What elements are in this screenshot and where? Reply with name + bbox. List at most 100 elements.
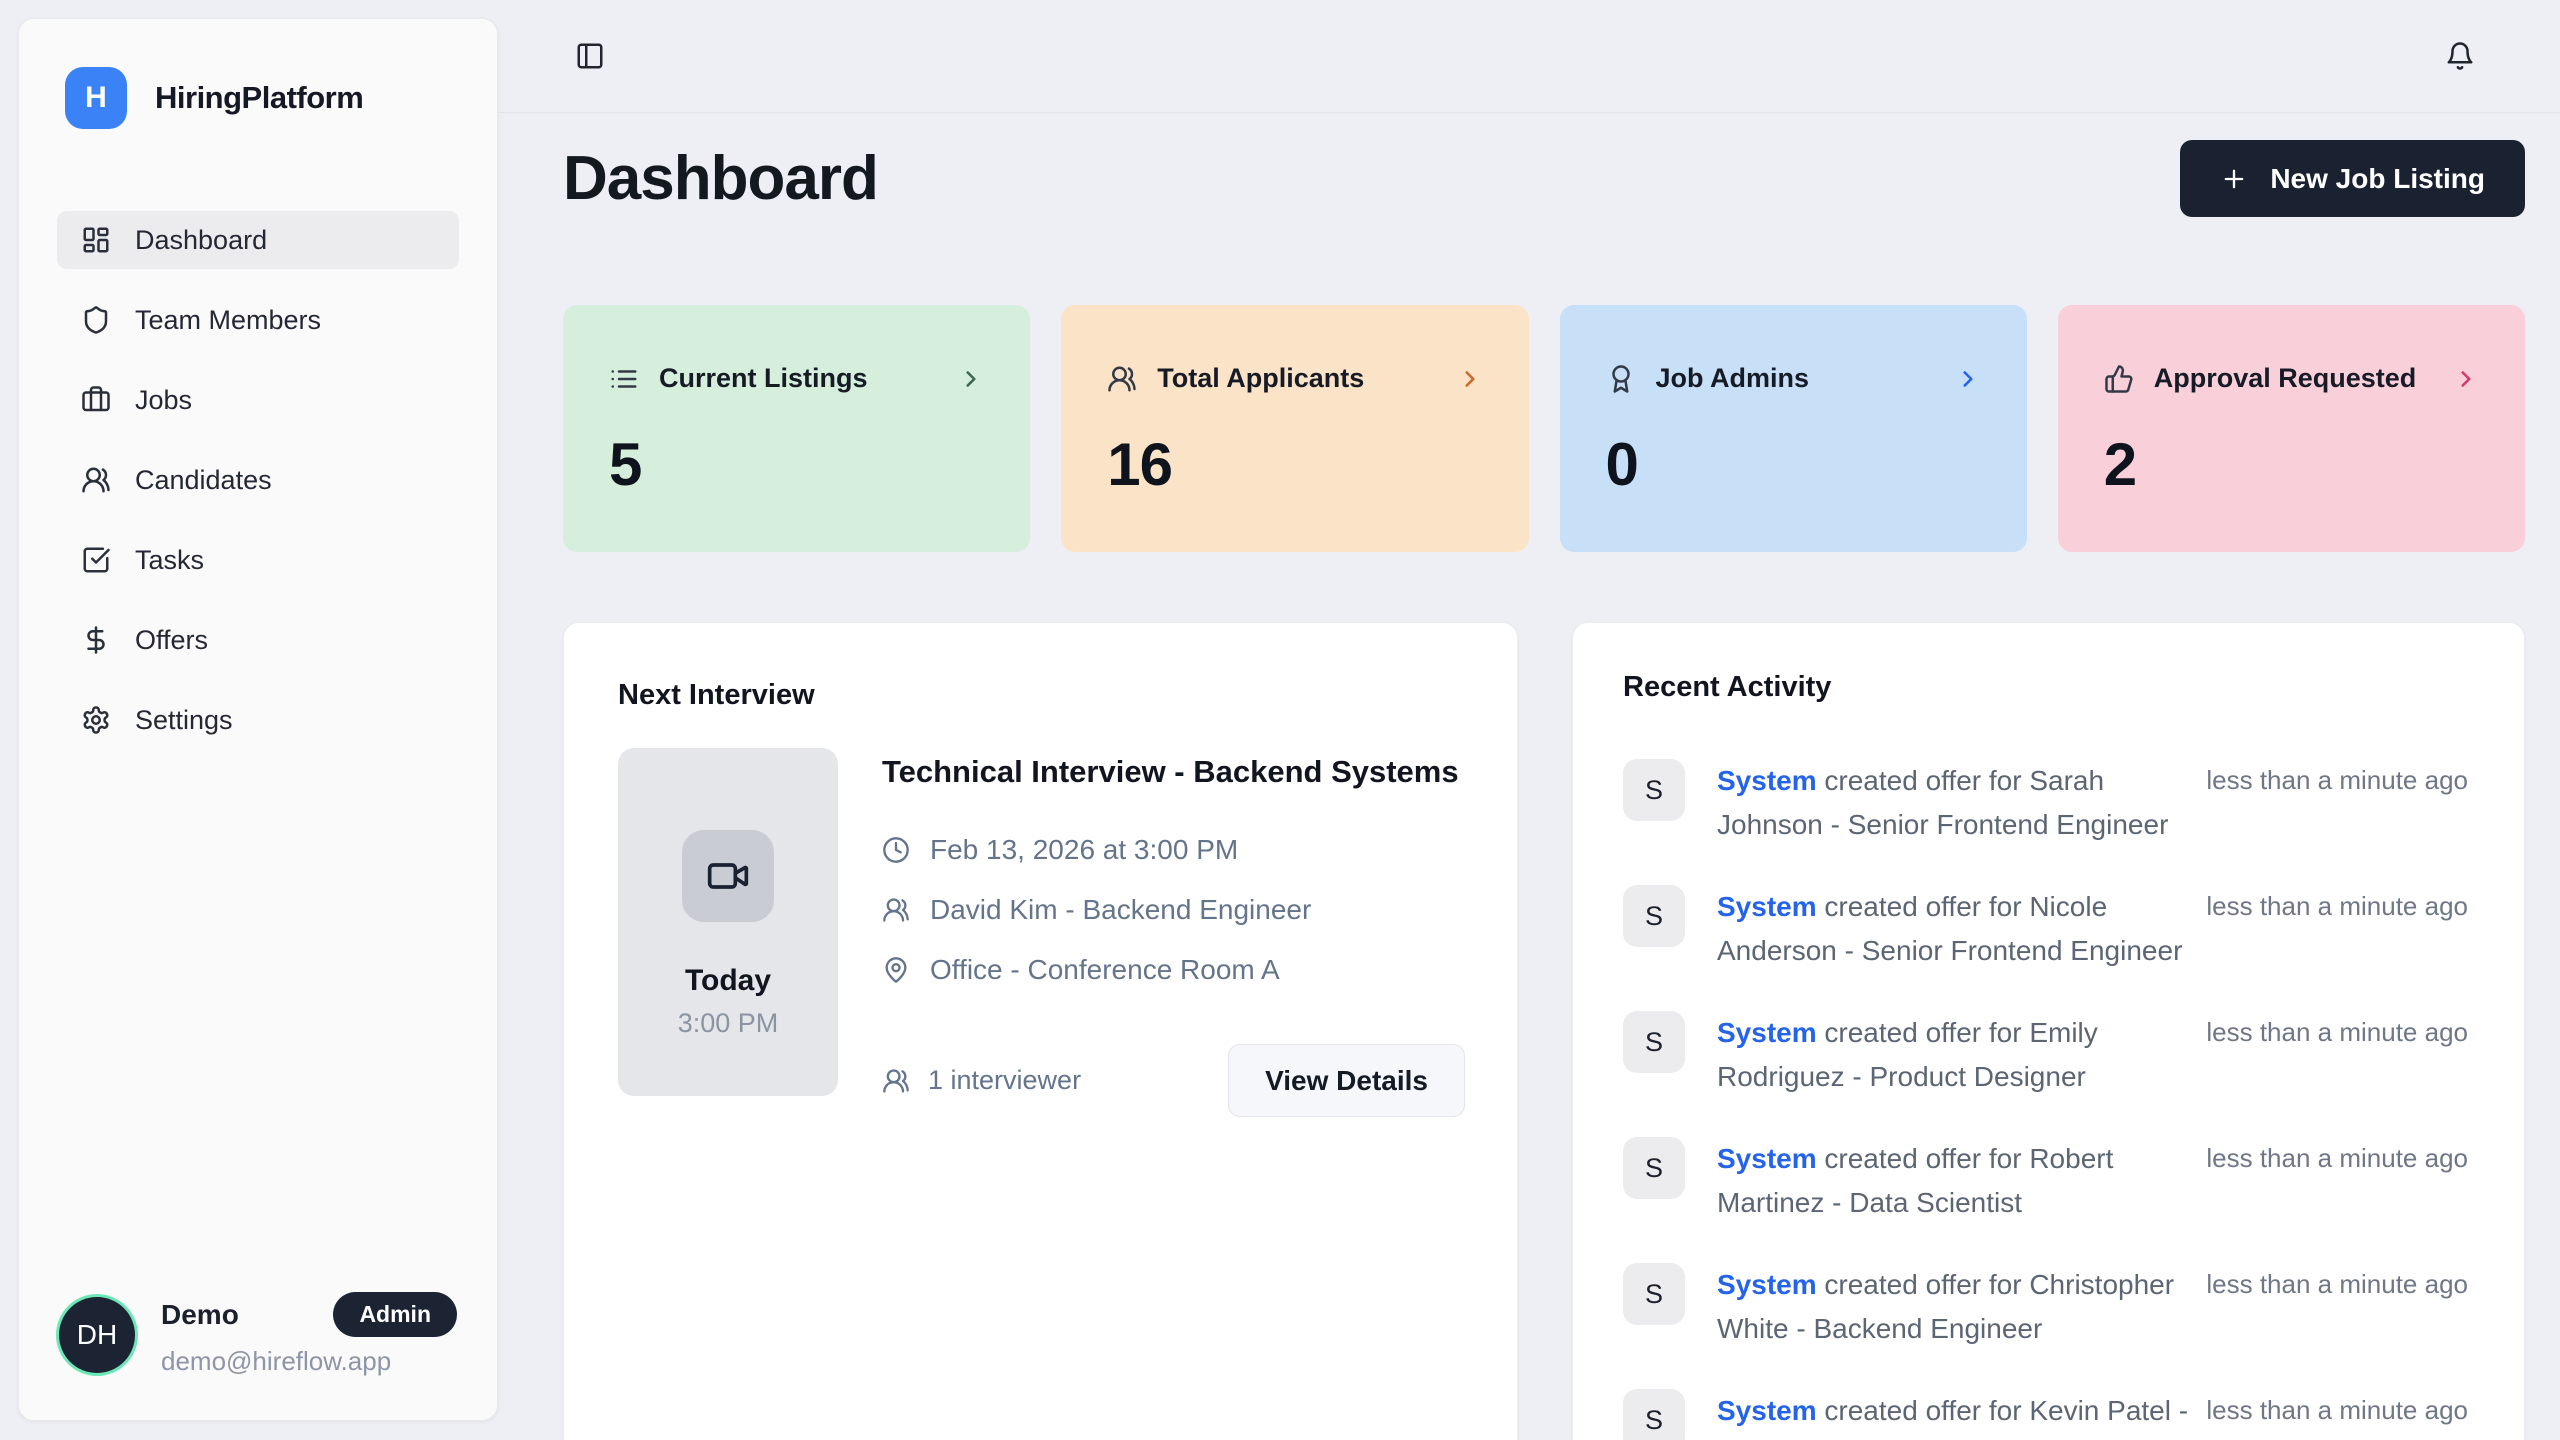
users-icon [882, 896, 910, 924]
interview-thumbnail: Today 3:00 PM [618, 748, 838, 1096]
map-pin-icon [882, 956, 910, 984]
next-interview-panel: Next Interview Today 3:00 PM Technical I… [563, 622, 1518, 1440]
stat-card-current-listings[interactable]: Current Listings 5 [563, 305, 1031, 552]
stats-row: Current Listings 5 Total Applicants 16 J… [563, 305, 2525, 552]
interview-candidate: David Kim - Backend Engineer [930, 894, 1312, 926]
interview-datetime: Feb 13, 2026 at 3:00 PM [930, 834, 1239, 866]
user-info: Demo Admin demo@hireflow.app [161, 1292, 457, 1377]
interview-location: Office - Conference Room A [930, 954, 1280, 986]
next-interview-title: Next Interview [618, 679, 815, 711]
view-details-button[interactable]: View Details [1228, 1044, 1465, 1118]
users-icon [1107, 364, 1137, 394]
stat-value: 2 [2103, 431, 2137, 498]
activity-avatar: S [1623, 759, 1685, 821]
avatar: DH [59, 1296, 135, 1373]
stat-label: Job Admins [1655, 363, 1810, 393]
activity-item: S System created offer for Emily Rodrigu… [1623, 1011, 2468, 1099]
stat-card-total-applicants[interactable]: Total Applicants 16 [1061, 305, 1529, 552]
page-title: Dashboard [563, 144, 879, 213]
bell-icon [2445, 41, 2475, 71]
chevron-right-icon [2453, 366, 2479, 392]
activity-list: S System created offer for Sarah Johnson… [1623, 759, 2468, 1440]
stat-label: Current Listings [659, 363, 868, 393]
sidebar-toggle-button[interactable] [575, 41, 605, 71]
panel-left-icon [575, 41, 605, 71]
sidebar-item-label: Dashboard [135, 224, 268, 255]
activity-item: S System created offer for Nicole Anders… [1623, 885, 2468, 973]
activity-actor-link[interactable]: System [1717, 891, 1817, 922]
user-email: demo@hireflow.app [161, 1346, 392, 1376]
sidebar-item-label: Tasks [135, 544, 205, 575]
activity-actor-link[interactable]: System [1717, 1395, 1817, 1426]
chevron-right-icon [1955, 366, 1981, 392]
sidebar-item-candidates[interactable]: Candidates [57, 451, 459, 509]
activity-actor-link[interactable]: System [1717, 1017, 1817, 1048]
clock-icon [882, 836, 910, 864]
user-menu[interactable]: DH Demo Admin demo@hireflow.app [19, 1292, 497, 1420]
sidebar-item-settings[interactable]: Settings [57, 691, 459, 749]
notifications-button[interactable] [2445, 41, 2475, 71]
activity-avatar: S [1623, 885, 1685, 947]
stat-card-job-admins[interactable]: Job Admins 0 [1559, 305, 2027, 552]
activity-action: created offer for Sarah Johnson - Senior… [1717, 765, 2169, 840]
sidebar-item-offers[interactable]: Offers [57, 611, 459, 669]
activity-text: System created offer for Robert Martinez… [1717, 1137, 2206, 1225]
users-icon [882, 1067, 910, 1095]
app-logo-letter: H [85, 81, 107, 114]
dollar-icon [81, 625, 111, 655]
app-name: HiringPlatform [155, 80, 364, 115]
sidebar-item-label: Jobs [135, 384, 193, 415]
stat-card-approval-requested[interactable]: Approval Requested 2 [2057, 305, 2525, 552]
stat-value: 16 [1107, 431, 1173, 498]
plus-icon [2220, 165, 2248, 193]
new-job-listing-button[interactable]: New Job Listing [2180, 140, 2525, 217]
activity-text: System created offer for Nicole Anderson… [1717, 885, 2206, 973]
activity-actor-link[interactable]: System [1717, 1143, 1817, 1174]
interview-datetime-row: Feb 13, 2026 at 3:00 PM [882, 834, 1465, 866]
sidebar-header: H HiringPlatform [19, 19, 497, 129]
interview-info: Technical Interview - Backend Systems Fe… [882, 748, 1465, 1118]
square-check-icon [81, 545, 111, 575]
sidebar-item-label: Settings [135, 704, 233, 735]
activity-timestamp: less than a minute ago [2206, 1395, 2468, 1425]
activity-action: created offer for Emily Rodriguez - Prod… [1717, 1017, 2098, 1092]
activity-timestamp: less than a minute ago [2206, 1269, 2468, 1299]
list-icon [609, 364, 639, 394]
stat-value: 5 [609, 431, 642, 498]
activity-timestamp: less than a minute ago [2206, 891, 2468, 921]
app-logo: H [65, 67, 127, 129]
activity-text: System created offer for Sarah Johnson -… [1717, 759, 2206, 847]
award-icon [1606, 364, 1636, 394]
sidebar-item-dashboard[interactable]: Dashboard [57, 211, 459, 269]
sidebar-item-team-members[interactable]: Team Members [57, 291, 459, 349]
gear-icon [81, 705, 111, 735]
interview-candidate-row: David Kim - Backend Engineer [882, 894, 1465, 926]
activity-avatar: S [1623, 1137, 1685, 1199]
sidebar-item-jobs[interactable]: Jobs [57, 371, 459, 429]
users-icon [81, 465, 111, 495]
briefcase-icon [81, 385, 111, 415]
activity-avatar: S [1623, 1263, 1685, 1325]
user-name: Demo [161, 1298, 239, 1330]
activity-actor-link[interactable]: System [1717, 765, 1817, 796]
recent-activity-title: Recent Activity [1623, 671, 1832, 703]
activity-item: S System created offer for Robert Martin… [1623, 1137, 2468, 1225]
chevron-right-icon [1457, 366, 1483, 392]
activity-timestamp: less than a minute ago [2206, 1143, 2468, 1173]
chevron-right-icon [958, 366, 984, 392]
interview-title: Technical Interview - Backend Systems [882, 754, 1459, 789]
layout-dashboard-icon [81, 225, 111, 255]
activity-avatar: S [1623, 1011, 1685, 1073]
role-badge: Admin [333, 1292, 457, 1337]
activity-item: S System created offer for Sarah Johnson… [1623, 759, 2468, 847]
thumbs-up-icon [2104, 364, 2134, 394]
interviewer-count: 1 interviewer [882, 1065, 1081, 1096]
sidebar-item-tasks[interactable]: Tasks [57, 531, 459, 589]
stat-label: Approval Requested [2153, 363, 2417, 393]
stat-value: 0 [1605, 431, 1639, 498]
activity-item: S System created offer for Kevin Patel -… [1623, 1389, 2468, 1440]
page-header: Dashboard New Job Listing [563, 140, 2525, 217]
activity-avatar: S [1623, 1389, 1685, 1440]
sidebar-item-label: Candidates [135, 464, 272, 495]
activity-actor-link[interactable]: System [1717, 1269, 1817, 1300]
